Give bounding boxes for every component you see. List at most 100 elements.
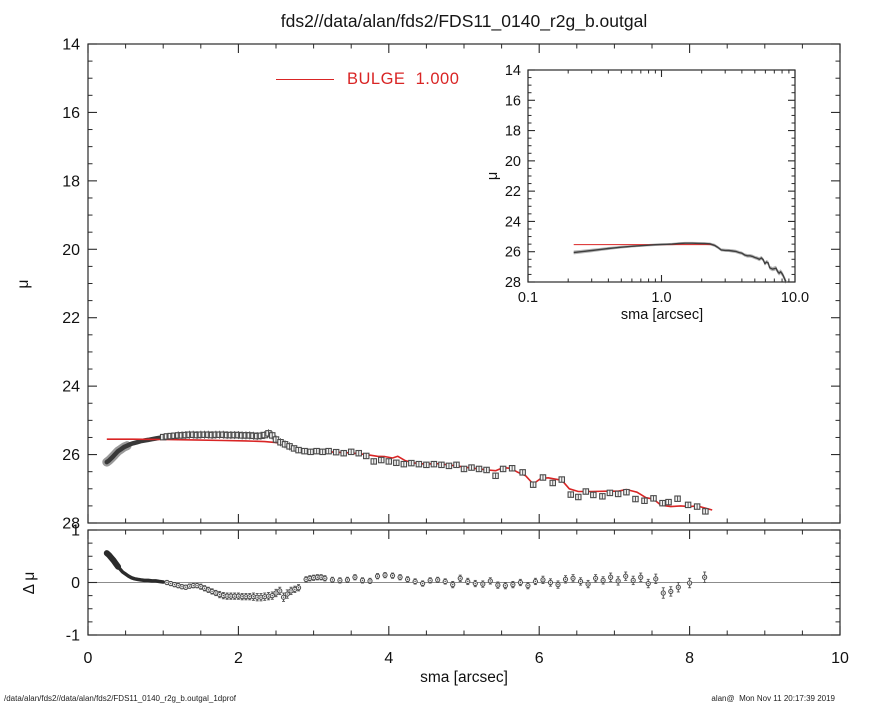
residual-point-center bbox=[647, 582, 649, 585]
residual-point-center bbox=[361, 579, 364, 582]
tick-label: 28 bbox=[505, 275, 521, 291]
tick-label: 8 bbox=[685, 650, 694, 667]
inset-frame bbox=[527, 69, 796, 283]
residual-point-center bbox=[196, 584, 198, 587]
residual-y-axis-label: Δ μ bbox=[21, 572, 38, 595]
residual-point-center bbox=[166, 581, 168, 584]
residual-points bbox=[164, 571, 708, 602]
bulge-model-line bbox=[106, 438, 713, 511]
residual-point-center bbox=[414, 580, 416, 583]
legend: BULGE 1.000 bbox=[276, 70, 459, 89]
residual-point-center bbox=[267, 595, 270, 597]
residual-point-center bbox=[482, 583, 484, 585]
residual-point-center bbox=[369, 580, 371, 582]
residual-point-center bbox=[452, 583, 454, 586]
residual-point-center bbox=[200, 586, 202, 588]
tick-label: 1.0 bbox=[651, 290, 671, 306]
residual-point-center bbox=[512, 583, 514, 586]
tick-label: 0 bbox=[84, 650, 93, 667]
observed-squares bbox=[159, 429, 709, 515]
inset-y-axis-label: μ bbox=[485, 172, 501, 180]
residual-point-center bbox=[245, 595, 247, 598]
residual-point-center bbox=[339, 579, 341, 582]
residual-point-center bbox=[655, 578, 657, 580]
residual-point-center bbox=[542, 579, 544, 581]
residual-point-center bbox=[192, 584, 194, 587]
residual-point-center bbox=[203, 587, 206, 589]
residual-point-center bbox=[549, 581, 552, 584]
residual-point-center bbox=[177, 584, 179, 587]
main-frame bbox=[87, 43, 841, 524]
residual-point-center bbox=[662, 592, 664, 594]
residual-point-center bbox=[324, 577, 326, 579]
profile-uncertainty-band bbox=[573, 241, 786, 284]
residual-point-center bbox=[226, 595, 228, 597]
residual-point-center bbox=[474, 582, 476, 585]
residual-point-center bbox=[688, 582, 691, 584]
residual-frame bbox=[87, 529, 841, 636]
residual-point-center bbox=[188, 585, 191, 587]
residual-point-center bbox=[260, 596, 262, 598]
residual-point-center bbox=[305, 578, 307, 581]
tick-label: -1 bbox=[66, 628, 80, 645]
residual-inner-line bbox=[105, 551, 165, 584]
residual-point-center bbox=[181, 586, 183, 588]
tick-label: 16 bbox=[62, 105, 80, 122]
residual-point-center bbox=[534, 580, 537, 583]
tick-label: 0 bbox=[71, 575, 80, 592]
tick-label: 14 bbox=[505, 63, 521, 79]
residual-point-center bbox=[237, 595, 240, 597]
residual-point-center bbox=[384, 574, 386, 576]
residual-point-center bbox=[294, 588, 296, 591]
residual-point-center bbox=[271, 594, 273, 597]
residual-point-center bbox=[282, 596, 285, 598]
residual-point-center bbox=[429, 579, 431, 582]
residual-point-center bbox=[275, 592, 277, 594]
residual-point-center bbox=[233, 595, 236, 597]
residual-point-center bbox=[609, 576, 612, 578]
tick-label: 6 bbox=[535, 650, 544, 667]
residual-point-center bbox=[185, 586, 187, 588]
tick-label: 24 bbox=[62, 379, 80, 396]
residual-point-center bbox=[497, 584, 499, 586]
residual-point-center bbox=[579, 580, 582, 583]
residual-point-center bbox=[444, 580, 446, 583]
residual-point-center bbox=[624, 575, 627, 577]
residual-point-center bbox=[677, 586, 680, 588]
residual-point-center bbox=[519, 581, 522, 584]
residual-point-center bbox=[297, 587, 300, 589]
residual-point-center bbox=[331, 579, 334, 581]
bottom-x-axis-label: sma [arcsec] bbox=[420, 669, 508, 686]
tick-label: 18 bbox=[505, 124, 521, 140]
plot-title: fds2//data/alan/fds2/FDS11_0140_r2g_b.ou… bbox=[280, 11, 648, 31]
residual-point-center bbox=[286, 593, 288, 595]
residual-point-center bbox=[230, 595, 232, 597]
residual-point-center bbox=[376, 575, 379, 577]
footer-left-path: /data/alan/fds2//data/alan/fds2/FDS11_01… bbox=[4, 694, 237, 703]
residual-point-center bbox=[248, 595, 251, 598]
residual-point-center bbox=[703, 576, 706, 578]
footer-user-timestamp: alan@ Mon Nov 11 20:17:39 2019 bbox=[711, 694, 835, 703]
tick-label: 14 bbox=[62, 37, 80, 54]
residual-point-center bbox=[218, 593, 221, 596]
residual-point-center bbox=[207, 589, 210, 591]
tick-label: 4 bbox=[384, 650, 393, 667]
residual-point-center bbox=[632, 579, 634, 582]
tick-label: 1 bbox=[71, 523, 80, 540]
residual-point-center bbox=[459, 577, 461, 579]
residual-point-center bbox=[436, 579, 439, 581]
residual-point-center bbox=[354, 576, 356, 578]
residual-point-center bbox=[252, 595, 255, 598]
tick-label: 22 bbox=[505, 184, 521, 200]
bulge-line-swatch bbox=[276, 79, 334, 80]
tick-label: 20 bbox=[62, 242, 80, 259]
residual-point-center bbox=[173, 583, 176, 586]
residual-point-center bbox=[587, 583, 589, 585]
residual-point-center bbox=[264, 595, 266, 598]
tick-label: 10.0 bbox=[781, 290, 809, 306]
inset-background bbox=[528, 70, 795, 282]
residual-point-center bbox=[602, 579, 604, 582]
residual-point-center bbox=[527, 584, 529, 587]
